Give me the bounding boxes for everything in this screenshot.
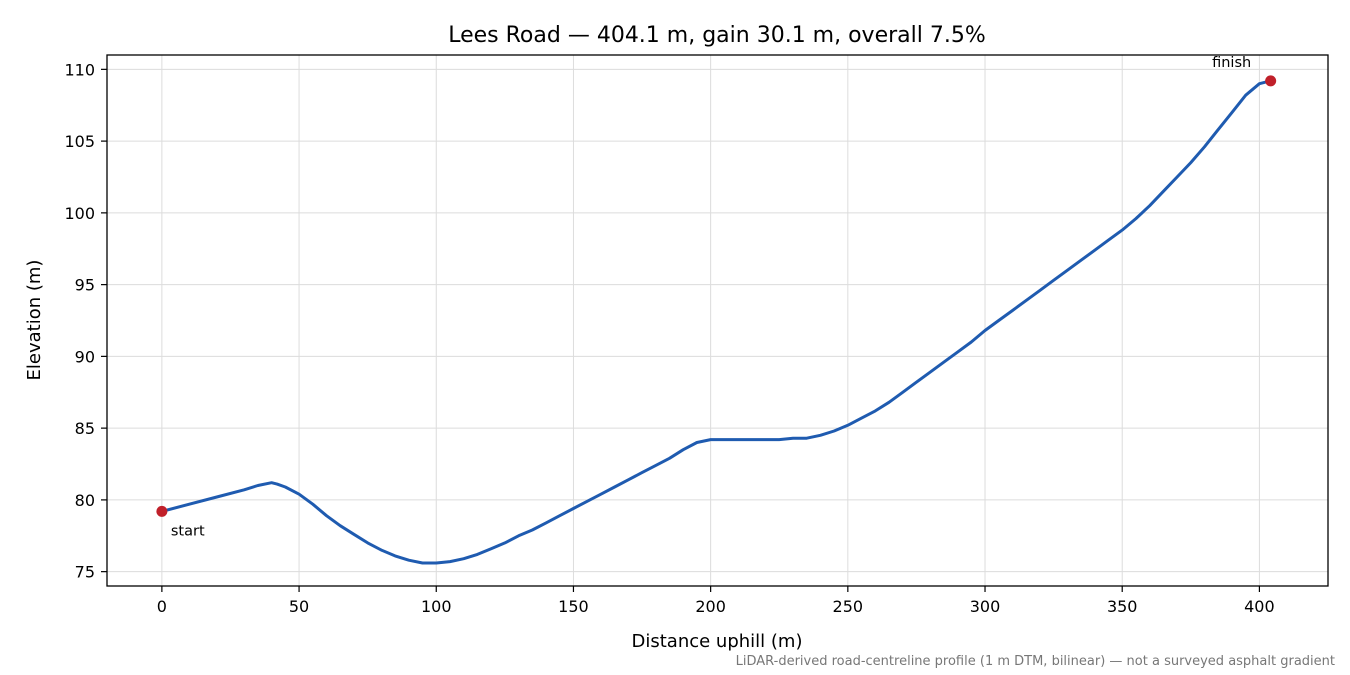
plot-area-frame	[106, 54, 1329, 587]
x-tick-label: 200	[695, 597, 726, 616]
finish-label: finish	[1212, 55, 1251, 71]
elevation-series-line	[160, 79, 1273, 565]
x-tick-label: 50	[289, 597, 309, 616]
y-tick-label: 110	[64, 60, 95, 79]
y-tick-label: 100	[64, 204, 95, 223]
start-marker	[156, 505, 168, 517]
y-tick-label: 85	[75, 419, 95, 438]
chart-title: Lees Road — 404.1 m, gain 30.1 m, overal…	[448, 23, 986, 48]
x-axis-label: Distance uphill (m)	[632, 631, 803, 652]
y-tick-label: 80	[75, 491, 95, 510]
y-tick-label: 90	[75, 347, 95, 366]
x-tick-label: 350	[1107, 597, 1138, 616]
y-tick-label: 105	[64, 132, 95, 151]
x-tick-label: 150	[558, 597, 589, 616]
start-label: start	[171, 523, 205, 539]
grid-lines	[107, 55, 1328, 586]
x-tick-label: 300	[970, 597, 1001, 616]
x-axis-ticks: 0 50 100 150 200 250 300 350 400	[157, 586, 1275, 616]
x-tick-label: 400	[1244, 597, 1275, 616]
finish-marker	[1265, 75, 1277, 87]
x-tick-label: 100	[421, 597, 452, 616]
footnote: LiDAR-derived road-centreline profile (1…	[736, 654, 1335, 669]
y-tick-label: 75	[75, 563, 95, 582]
x-tick-label: 250	[833, 597, 864, 616]
y-axis-label: Elevation (m)	[24, 260, 45, 381]
y-axis-ticks: 75 80 85 90 95 100 105 110	[64, 60, 107, 582]
y-tick-label: 95	[75, 276, 95, 295]
x-tick-label: 0	[157, 597, 167, 616]
